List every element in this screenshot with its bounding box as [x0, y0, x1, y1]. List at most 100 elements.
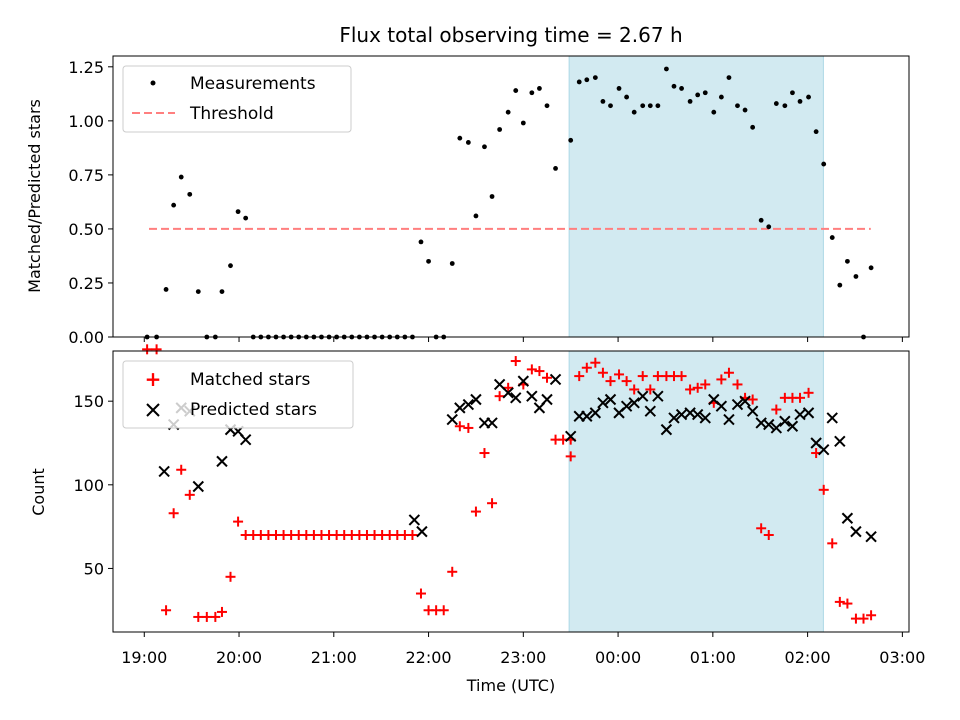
legend-matched-label: Matched stars — [190, 370, 310, 390]
measurement-point — [568, 137, 574, 143]
top-legend-box — [122, 65, 352, 133]
predicted-star-point — [486, 417, 498, 429]
predicted-star-point — [675, 408, 688, 421]
predicted-star-point — [731, 398, 744, 411]
measurement-point — [418, 239, 424, 245]
predicted-star-point — [637, 390, 649, 402]
measurement-point — [750, 124, 756, 130]
measurement-point — [489, 194, 495, 199]
matched-star-point — [723, 367, 734, 378]
matched-star-point — [233, 516, 244, 527]
measurement-point — [426, 258, 431, 264]
predicted-star-point — [493, 378, 506, 391]
predicted-star-point — [564, 430, 577, 443]
predicted-star-point — [620, 400, 633, 412]
measurement-point — [553, 166, 558, 171]
matched-star-point — [176, 464, 187, 475]
predicted-star-point — [216, 455, 228, 468]
bottom-legend: + Matched stars Predicted stars — [122, 360, 354, 429]
predicted-star-point — [644, 405, 657, 417]
predicted-star-point — [834, 435, 846, 448]
matched-star-point — [803, 387, 814, 398]
measurement-point — [219, 289, 225, 295]
matched-star-point — [732, 379, 743, 390]
bottom-y-tick-label: 50 — [84, 559, 104, 578]
x-axis-label: Time (UTC) — [466, 676, 555, 695]
matched-star-point — [590, 357, 601, 368]
top-y-axis-label: Matched/Predicted stars — [25, 99, 44, 293]
measurement-point — [766, 224, 772, 230]
measurement-point — [473, 213, 479, 219]
legend-measurements-label: Measurements — [190, 74, 316, 94]
predicted-star-point — [763, 418, 775, 431]
predicted-star-point — [786, 420, 799, 432]
predicted-star-point — [526, 390, 538, 402]
predicted-star-point — [660, 423, 673, 436]
bottom-x-ticks: 19:00 20:00 21:00 22:00 23:00 00:00 01:00 02:00… — [121, 632, 925, 667]
predicted-star-point — [628, 397, 640, 409]
matched-star-point — [510, 356, 521, 367]
measurement-point — [853, 274, 859, 279]
bottom-y-tick-label: 150 — [73, 392, 104, 411]
legend-threshold-label: Threshold — [189, 104, 274, 124]
predicted-star-point — [549, 373, 562, 386]
matched-star-point — [161, 605, 172, 616]
measurement-point — [837, 282, 843, 288]
matched-star-point — [621, 376, 632, 387]
matched-star-point — [605, 376, 616, 387]
measurement-point — [529, 90, 535, 96]
measurement-point — [726, 75, 732, 81]
matched-star-point — [454, 421, 465, 432]
matched-star-point — [494, 391, 505, 402]
top-y-tick-label: 0.00 — [68, 328, 104, 347]
matched-star-point — [676, 371, 687, 382]
predicted-star-points — [158, 373, 877, 543]
predicted-star-point — [826, 412, 838, 424]
matched-star-point — [629, 384, 640, 395]
bottom-panel: 50 100 150 19:00 20:00 21:00 22:00 23:00 00:00 0… — [29, 344, 925, 695]
x-tick-label: 20:00 — [216, 648, 262, 667]
matched-star-point — [652, 371, 663, 382]
measurement-point — [647, 103, 653, 109]
matched-star-point — [407, 529, 418, 540]
matched-star-point — [447, 566, 458, 577]
measurement-point — [631, 109, 637, 115]
matched-star-point — [470, 506, 481, 517]
matched-star-point — [756, 523, 767, 534]
measurement-point — [640, 103, 646, 109]
top-x-ticks — [143, 337, 903, 342]
predicted-star-point — [739, 395, 751, 407]
measurement-point — [497, 127, 503, 132]
measurement-point — [782, 103, 788, 109]
matched-star-point — [193, 611, 204, 622]
matched-star-point — [225, 571, 236, 582]
matched-star-point — [692, 382, 703, 393]
predicted-star-point — [454, 402, 466, 414]
measurement-point — [718, 94, 724, 100]
top-panel: 0.00 0.25 0.50 0.75 1.00 1.25 Matched/Predict… — [25, 55, 910, 347]
measurement-point — [544, 103, 550, 109]
matched-star-point — [645, 384, 656, 395]
measurement-point — [465, 140, 471, 145]
measurement-point — [537, 86, 542, 91]
matched-star-point — [842, 598, 853, 609]
top-legend: Measurements Threshold — [122, 65, 352, 133]
top-y-tick-label: 0.50 — [68, 220, 104, 239]
x-tick-label: 19:00 — [121, 648, 167, 667]
measurement-point — [664, 66, 669, 72]
top-y-tick-label: 0.25 — [68, 274, 104, 293]
bottom-y-ticks: 50 100 150 — [73, 392, 113, 578]
top-y-tick-label: 0.75 — [68, 166, 104, 185]
measurement-point — [845, 258, 850, 264]
matched-star-point — [614, 369, 625, 380]
predicted-star-point — [699, 412, 711, 424]
predicted-star-point — [416, 525, 428, 538]
measurement-point — [513, 88, 519, 93]
matched-star-point — [763, 529, 774, 540]
matched-star-point — [216, 606, 227, 617]
x-tick-label: 03:00 — [879, 648, 925, 667]
matched-star-point — [581, 362, 592, 373]
measurement-point — [163, 287, 169, 292]
measurement-point — [829, 235, 835, 240]
matched-star-point — [637, 371, 648, 382]
